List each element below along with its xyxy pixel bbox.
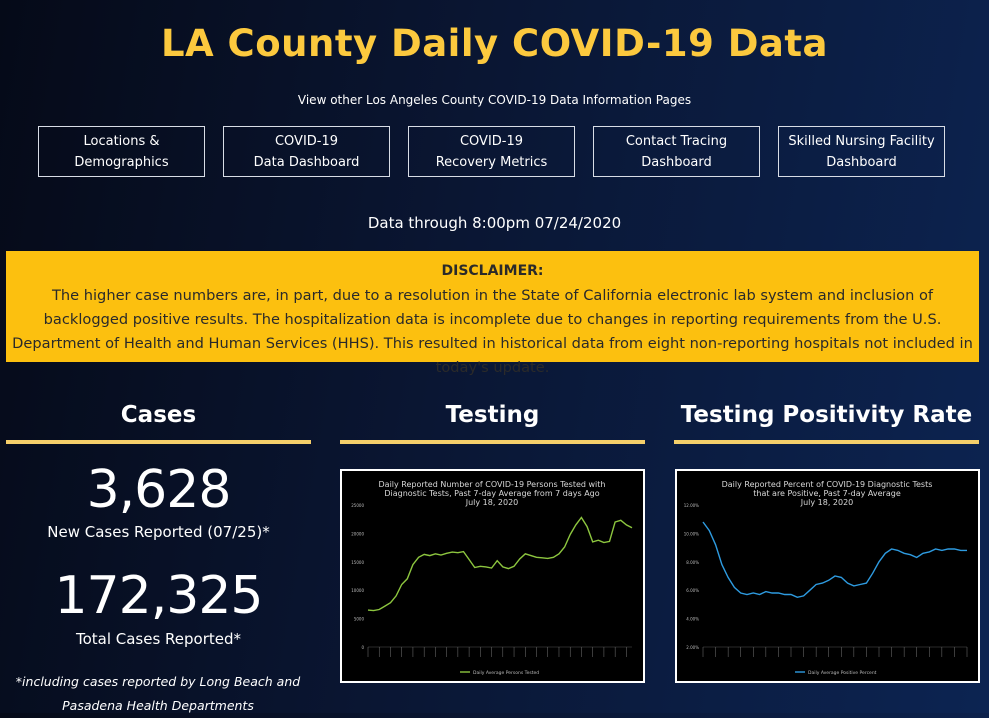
nav-label-line2: Demographics [74,154,169,170]
testing-chart-svg: Daily Reported Number of COVID-19 Person… [351,480,633,676]
y-tick-label: 10.00% [684,531,699,536]
nav-data-dashboard-button[interactable]: COVID-19 Data Dashboard [223,126,390,177]
cases-divider [6,440,311,444]
series-line [367,516,633,612]
y-tick-label: 5000 [354,617,365,622]
cases-footnote: *including cases reported by Long Beach … [15,674,301,713]
nav-recovery-metrics-button[interactable]: COVID-19 Recovery Metrics [408,126,575,177]
y-tick-label: 25000 [351,503,364,508]
series-line [702,521,967,599]
chart-title-line: Daily Reported Number of COVID-19 Person… [379,480,606,489]
nav-label-line2: Dashboard [826,154,897,170]
nav-label-line1: Contact Tracing [625,133,728,149]
cases-heading: Cases [120,402,197,428]
positivity-divider [674,440,979,444]
y-tick-label: 15000 [351,560,364,565]
new-cases-label: New Cases Reported (07/25)* [47,523,270,541]
positivity-chart-svg: Daily Reported Percent of COVID-19 Diagn… [684,480,968,676]
page-title: LA County Daily COVID-19 Data [160,22,829,65]
disclaimer-body: The higher case numbers are, in part, du… [12,287,973,376]
positivity-heading: Testing Positivity Rate [680,402,973,428]
page-subtitle: View other Los Angeles County COVID-19 D… [297,93,692,107]
y-tick-label: 0 [361,645,364,650]
y-tick-label: 8.00% [686,560,699,565]
y-tick-label: 20000 [351,531,364,536]
chart-title-line: July 18, 2020 [800,498,854,507]
nav-label-line2: Data Dashboard [253,154,360,170]
y-tick-label: 12.00% [684,503,699,508]
nav-skilled-nursing-button[interactable]: Skilled Nursing Facility Dashboard [778,126,945,177]
nav-label-line2: Dashboard [641,154,712,170]
disclaimer-heading: DISCLAIMER: [441,263,544,279]
y-tick-label: 2.00% [686,645,699,650]
testing-heading: Testing [445,402,540,428]
total-cases-value: 172,325 [54,566,263,626]
data-as-of-text: Data through 8:00pm 07/24/2020 [367,214,622,232]
chart-title-line: Diagnostic Tests, Past 7-day Average fro… [384,489,599,498]
nav-label-line1: Skilled Nursing Facility [788,133,935,149]
y-tick-label: 10000 [351,588,364,593]
legend-label: Daily Average Positive Percent [808,670,877,676]
positivity-chart[interactable]: Daily Reported Percent of COVID-19 Diagn… [675,469,980,683]
testing-divider [340,440,645,444]
nav-bar: Locations & Demographics COVID-19 Data D… [38,126,948,180]
chart-title-line: July 18, 2020 [465,498,519,507]
legend-label: Daily Average Persons Tested [473,670,539,676]
total-cases-label: Total Cases Reported* [75,630,242,648]
disclaimer-banner: DISCLAIMER: The higher case numbers are,… [6,251,979,376]
nav-locations-demographics-button[interactable]: Locations & Demographics [38,126,205,177]
y-tick-label: 4.00% [686,617,699,622]
testing-chart[interactable]: Daily Reported Number of COVID-19 Person… [340,469,645,683]
nav-label-line1: Locations & [83,133,160,149]
y-tick-label: 6.00% [686,588,699,593]
new-cases-value: 3,628 [86,460,232,520]
nav-label-line2: Recovery Metrics [435,154,548,170]
nav-contact-tracing-button[interactable]: Contact Tracing Dashboard [593,126,760,177]
chart-title-line: Daily Reported Percent of COVID-19 Diagn… [722,480,933,489]
nav-label-line1: COVID-19 [459,133,524,149]
nav-label-line1: COVID-19 [274,133,339,149]
chart-title-line: that are Positive, Past 7-day Average [753,489,901,498]
